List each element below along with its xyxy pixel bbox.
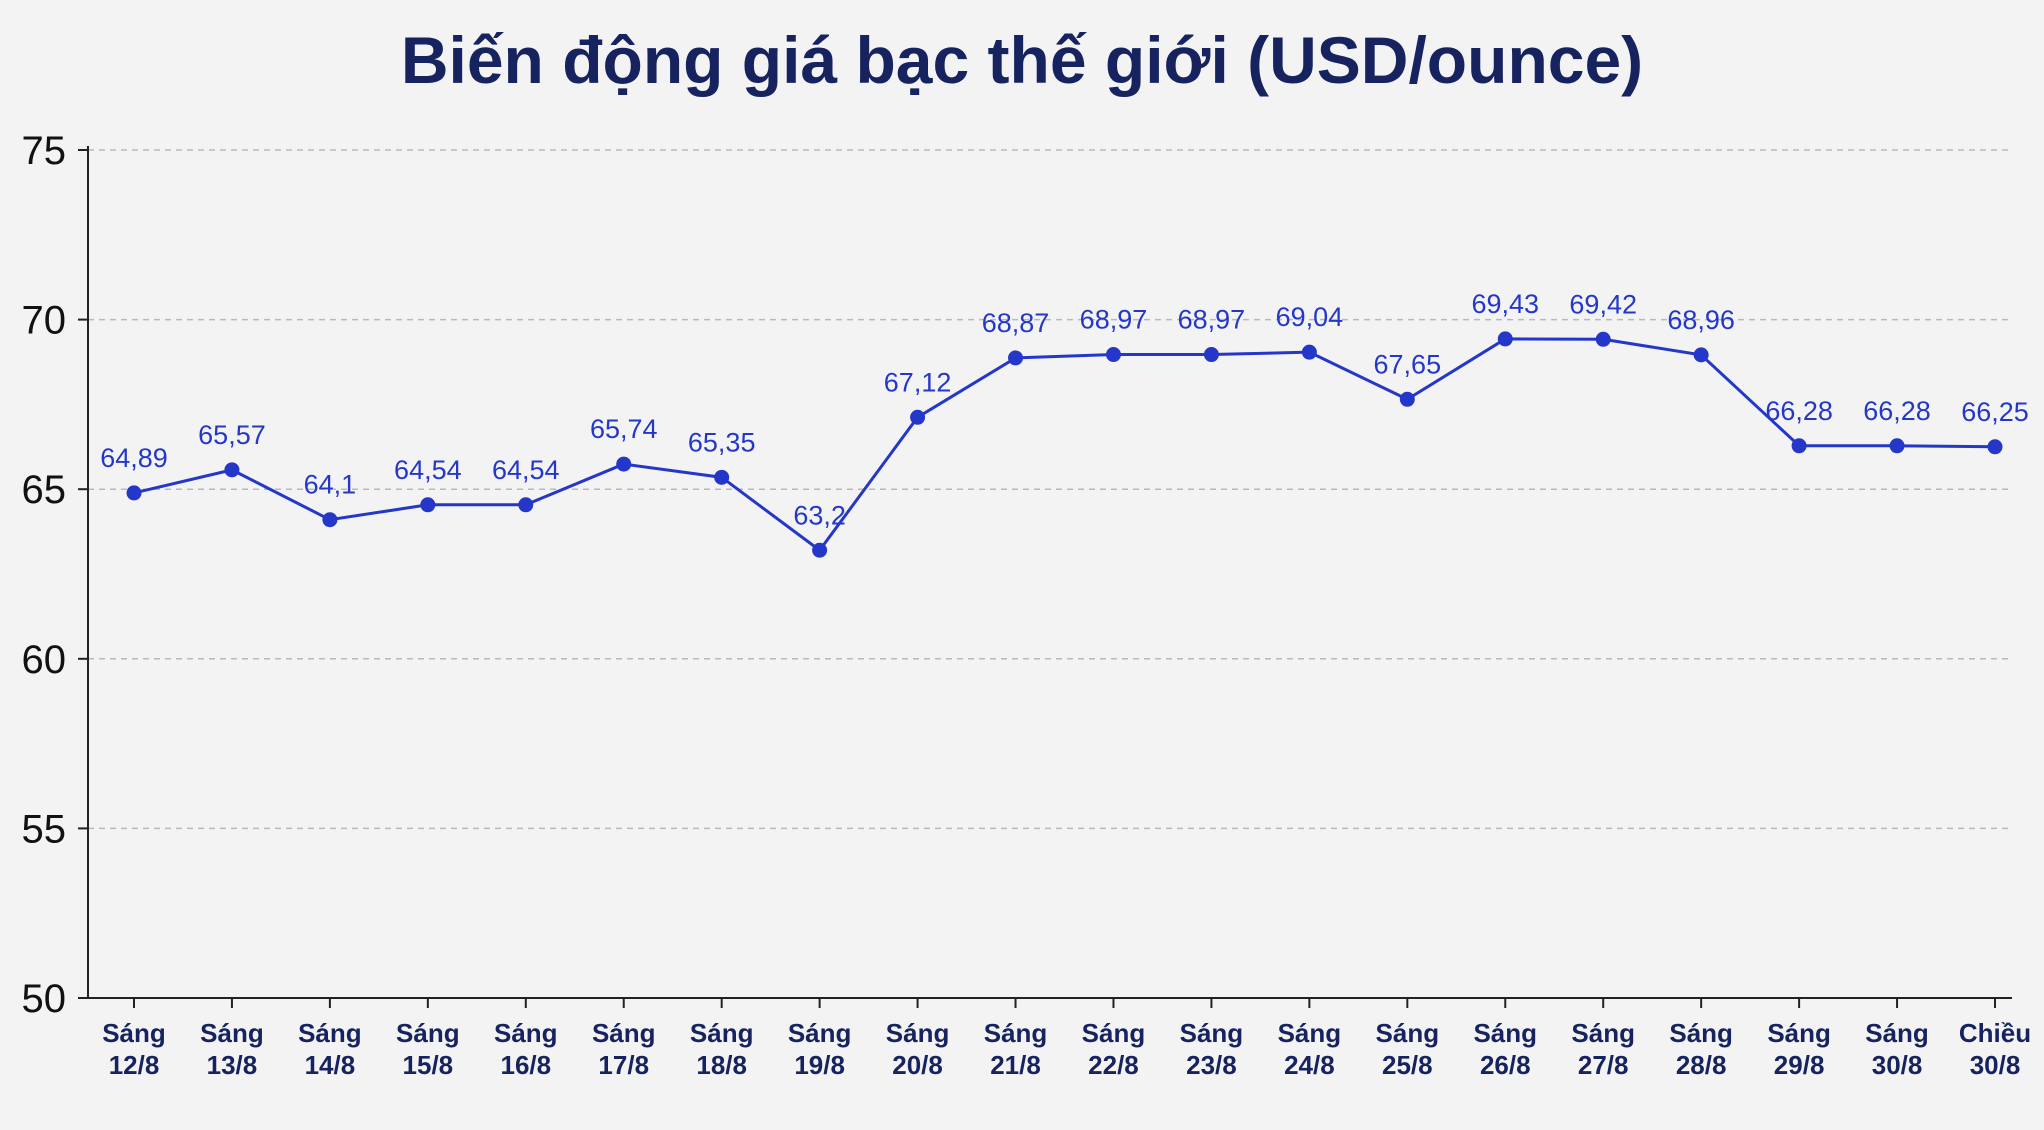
- data-point: [616, 456, 632, 472]
- data-point: [714, 469, 730, 485]
- data-point: [420, 497, 436, 513]
- y-tick-label: 55: [22, 807, 67, 851]
- series-line-layer: [133, 337, 1996, 553]
- data-label: 66,28: [1765, 396, 1833, 426]
- data-points: [126, 331, 2003, 558]
- x-tick-label: Sáng 20/8: [886, 1018, 950, 1080]
- data-label: 69,43: [1471, 289, 1539, 319]
- data-label: 65,35: [688, 427, 756, 457]
- y-tick-label: 50: [22, 977, 67, 1021]
- data-label: 66,28: [1863, 396, 1931, 426]
- x-tick-label: Sáng 25/8: [1376, 1018, 1440, 1080]
- data-label: 69,42: [1569, 289, 1637, 319]
- data-point: [1105, 347, 1121, 363]
- data-point: [518, 497, 534, 513]
- data-label: 68,87: [982, 308, 1050, 338]
- x-tick-label: Sáng 17/8: [592, 1018, 656, 1080]
- data-label: 68,97: [1178, 305, 1246, 335]
- y-tick-label: 75: [22, 129, 67, 173]
- y-tick-label: 60: [22, 638, 67, 682]
- data-label: 65,57: [198, 420, 266, 450]
- x-tick-label: Sáng 13/8: [200, 1018, 264, 1080]
- chart-title: Biến động giá bạc thế giới (USD/ounce): [400, 23, 1644, 97]
- x-tick-label: Sáng 29/8: [1767, 1018, 1831, 1080]
- x-tick-label: Sáng 14/8: [298, 1018, 362, 1080]
- data-point: [1889, 438, 1905, 454]
- data-point: [1399, 391, 1415, 407]
- x-tick-label: Sáng 27/8: [1571, 1018, 1635, 1080]
- x-tick-label: Sáng 28/8: [1669, 1018, 1733, 1080]
- data-point: [1987, 439, 2003, 455]
- data-label: 63,2: [793, 500, 846, 530]
- data-label: 67,12: [884, 367, 952, 397]
- data-label: 65,74: [590, 414, 658, 444]
- x-tick-label: Sáng 12/8: [102, 1018, 166, 1080]
- data-label: 67,65: [1374, 349, 1442, 379]
- data-label: 64,1: [304, 470, 357, 500]
- x-tick-label: Sáng 18/8: [690, 1018, 754, 1080]
- x-tick-label: Sáng 24/8: [1278, 1018, 1342, 1080]
- data-point: [1693, 347, 1709, 363]
- data-point: [1203, 347, 1219, 363]
- data-point: [910, 409, 926, 425]
- data-label: 69,04: [1276, 302, 1344, 332]
- data-label: 64,89: [100, 443, 168, 473]
- data-point: [126, 485, 142, 501]
- axes: [87, 146, 2012, 999]
- x-tick-label: Sáng 22/8: [1082, 1018, 1146, 1080]
- data-point: [322, 512, 338, 528]
- x-tick-label: Sáng 16/8: [494, 1018, 558, 1080]
- data-point: [224, 462, 240, 478]
- data-point: [1595, 331, 1611, 347]
- x-tick-label: Sáng 23/8: [1180, 1018, 1244, 1080]
- data-label: 66,25: [1961, 397, 2029, 427]
- x-tick-label: Sáng 21/8: [984, 1018, 1048, 1080]
- data-point: [1008, 350, 1024, 366]
- data-point: [812, 542, 828, 558]
- x-tick-label: Sáng 15/8: [396, 1018, 460, 1080]
- data-label: 68,97: [1080, 305, 1148, 335]
- x-axis-ticks: Sáng 12/8 Sáng 13/8 Sáng 14/8 Sáng 15/8 Sáng 16/8…: [102, 998, 2031, 1080]
- series-line: [133, 337, 1996, 553]
- data-label: 64,54: [492, 455, 560, 485]
- x-tick-label: Sáng 26/8: [1473, 1018, 1537, 1080]
- y-tick-label: 65: [22, 468, 67, 512]
- data-point: [1301, 344, 1317, 360]
- data-point: [1791, 438, 1807, 454]
- x-tick-label: Chiều 30/8: [1959, 1018, 2031, 1080]
- x-tick-label: Sáng 19/8: [788, 1018, 852, 1080]
- y-tick-label: 70: [22, 299, 67, 343]
- y-axis-ticks: 50 55 60 65 70 75: [22, 129, 88, 1021]
- data-point: [1497, 331, 1513, 347]
- gridlines: [88, 149, 2012, 830]
- data-label: 68,96: [1667, 305, 1735, 335]
- x-tick-label: Sáng 30/8: [1865, 1018, 1929, 1080]
- data-labels: 64,89 65,57 64,1 64,54 64,54 65,74 65,35 63,2 67…: [100, 289, 2029, 530]
- data-label: 64,54: [394, 455, 462, 485]
